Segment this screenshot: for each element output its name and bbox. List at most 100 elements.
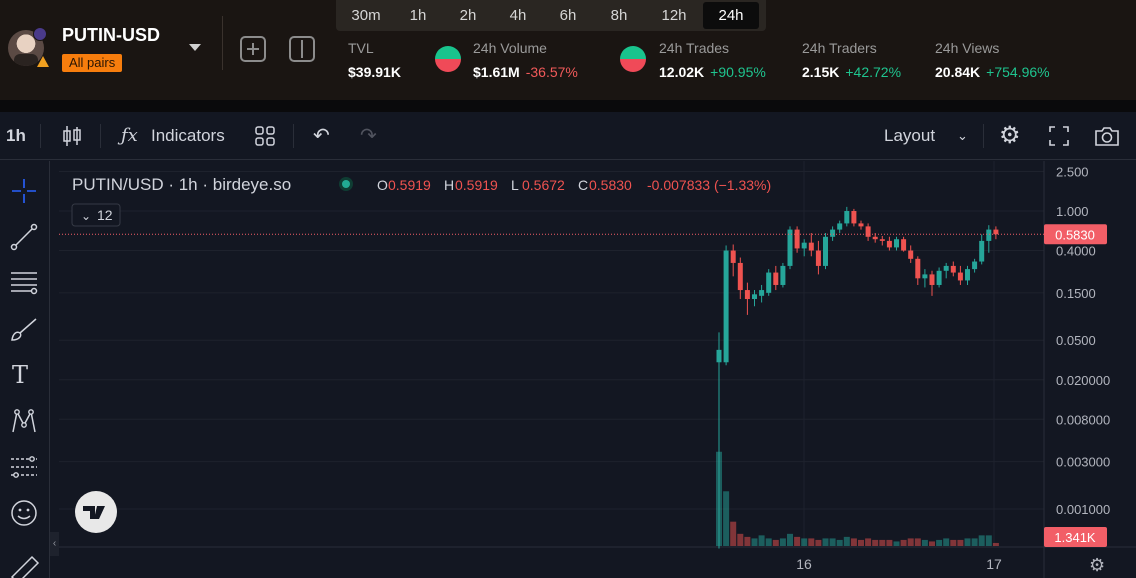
token-selector[interactable]: PUTIN-USD All pairs [0, 0, 222, 100]
stat-label: 24h Trades [659, 40, 730, 56]
volume-bar [957, 539, 964, 546]
pattern-icon[interactable] [8, 405, 40, 437]
split-view-icon[interactable] [289, 36, 315, 62]
layout-chevron-down-icon[interactable]: ⌄ [957, 128, 968, 143]
candle-body [737, 262, 743, 291]
stat-volume: 24h Volume $1.61M -36.57% [473, 40, 578, 82]
stat-value: $39.91K [348, 64, 401, 80]
timeframe-6h[interactable]: 6h [559, 7, 577, 24]
volume-bar [815, 539, 822, 546]
volume-bar [936, 539, 943, 546]
volume-bar [822, 538, 829, 546]
ohlc-value: 0.5830 [589, 177, 632, 193]
volume-bar [872, 539, 879, 546]
stat-change: +42.72% [845, 64, 902, 80]
interval-button[interactable]: 1h [6, 126, 26, 145]
stat-value: 20.84K [935, 64, 981, 80]
volume-bar [794, 536, 801, 546]
volume-bar [900, 539, 907, 546]
stat-traders: 24h Traders 2.15K +42.72% [802, 40, 901, 82]
indicators-button[interactable]: Indicators [151, 126, 225, 145]
volume-bar [964, 538, 971, 546]
ohlc-key: O [377, 177, 388, 193]
add-chart-icon[interactable] [240, 36, 266, 62]
trendline-icon[interactable] [8, 221, 40, 253]
volume-bar [730, 521, 737, 546]
price-tick-label: 0.020000 [1056, 373, 1110, 388]
warning-icon [37, 56, 49, 67]
settings-gear-icon[interactable]: ⚙ [999, 122, 1021, 149]
candle-body [773, 272, 779, 285]
ohlc-value: 0.5919 [388, 177, 431, 193]
candle-body [879, 239, 885, 241]
timeframe-selector: 30m 1h 2h 4h 6h 8h 12h 24h [336, 0, 766, 31]
price-chart[interactable]: 2.500 1.000 0.4000 0.1500 0.0500 0.020000 0.00… [59, 161, 1136, 578]
volume-bar [843, 536, 850, 546]
candle-body [858, 223, 864, 227]
volume-bar [751, 538, 758, 546]
volume-label: 1.341K [1054, 530, 1096, 545]
candle-body [837, 223, 843, 230]
candle-body [823, 236, 828, 266]
text-tool-icon[interactable]: T [12, 361, 29, 389]
price-tick-label: 1.000 [1056, 204, 1089, 219]
stat-tvl: TVL $39.91K [348, 40, 401, 82]
ohlc-key: L [511, 177, 519, 193]
last-price-label: 0.5830 [1055, 227, 1095, 242]
chart-toolbar: 1h ƒx Indicators ↶ ↷ Layout ⌄ ⚙ [0, 112, 1136, 160]
volume-bar [723, 491, 730, 546]
emoji-icon[interactable] [8, 497, 40, 529]
collapse-toolbar-button[interactable]: ‹ [50, 532, 59, 556]
indicators-collapse-pill [71, 203, 121, 227]
volume-bar [765, 538, 772, 546]
axis-settings-icon: ⚙ [1089, 555, 1105, 576]
brush-icon[interactable] [8, 313, 40, 345]
candles-icon[interactable] [61, 124, 83, 148]
volume-tag [1044, 527, 1107, 547]
candle-body [915, 258, 921, 279]
templates-grid-icon[interactable] [254, 125, 276, 147]
timeframe-8h[interactable]: 8h [610, 7, 628, 24]
undo-icon[interactable]: ↶ [313, 125, 330, 147]
candle-body [886, 240, 892, 248]
toolbar-divider [40, 124, 41, 148]
timeframe-2h[interactable]: 2h [459, 7, 477, 24]
crosshair-icon[interactable] [8, 175, 40, 207]
layout-button[interactable]: Layout [884, 126, 936, 145]
volume-ratio-icon [435, 46, 461, 72]
volume-bar [943, 538, 950, 546]
stat-views: 24h Views 20.84K +754.96% [935, 40, 1050, 82]
candle-body [965, 269, 970, 281]
chevron-down-icon[interactable] [189, 44, 201, 51]
fx-icon[interactable]: ƒx [121, 125, 138, 146]
ruler-icon[interactable] [8, 553, 40, 578]
candle-body [943, 265, 949, 271]
drawing-toolbar: T [0, 161, 50, 578]
volume-bar [978, 535, 985, 546]
candle-body [851, 211, 857, 224]
last-price-tag [1044, 224, 1107, 245]
toolbar-divider [100, 124, 101, 148]
timeframe-24h[interactable]: 24h [703, 2, 759, 29]
candle-body [752, 294, 757, 300]
all-pairs-badge[interactable]: All pairs [62, 54, 123, 72]
timeframe-1h[interactable]: 1h [409, 7, 427, 24]
redo-icon[interactable]: ↷ [360, 125, 377, 147]
indicators-count: 12 [97, 207, 113, 223]
fib-retracement-icon[interactable] [8, 267, 40, 299]
timeframe-4h[interactable]: 4h [509, 7, 527, 24]
camera-icon[interactable] [1093, 124, 1121, 148]
volume-bar [929, 541, 935, 546]
prediction-icon[interactable] [8, 451, 40, 483]
volume-bar [985, 535, 992, 546]
market-header: PUTIN-USD All pairs 30m 1h 2h 4h 6h 8h 1… [0, 0, 1136, 100]
timeframe-30m[interactable]: 30m [351, 7, 381, 24]
header-divider [222, 16, 223, 70]
candle-body [766, 272, 772, 293]
candle-body [815, 250, 821, 266]
volume-bar [914, 538, 921, 546]
volume-bar [772, 539, 779, 546]
timeframe-12h[interactable]: 12h [661, 7, 687, 24]
fullscreen-icon[interactable] [1048, 125, 1070, 147]
candle-body [723, 250, 729, 363]
